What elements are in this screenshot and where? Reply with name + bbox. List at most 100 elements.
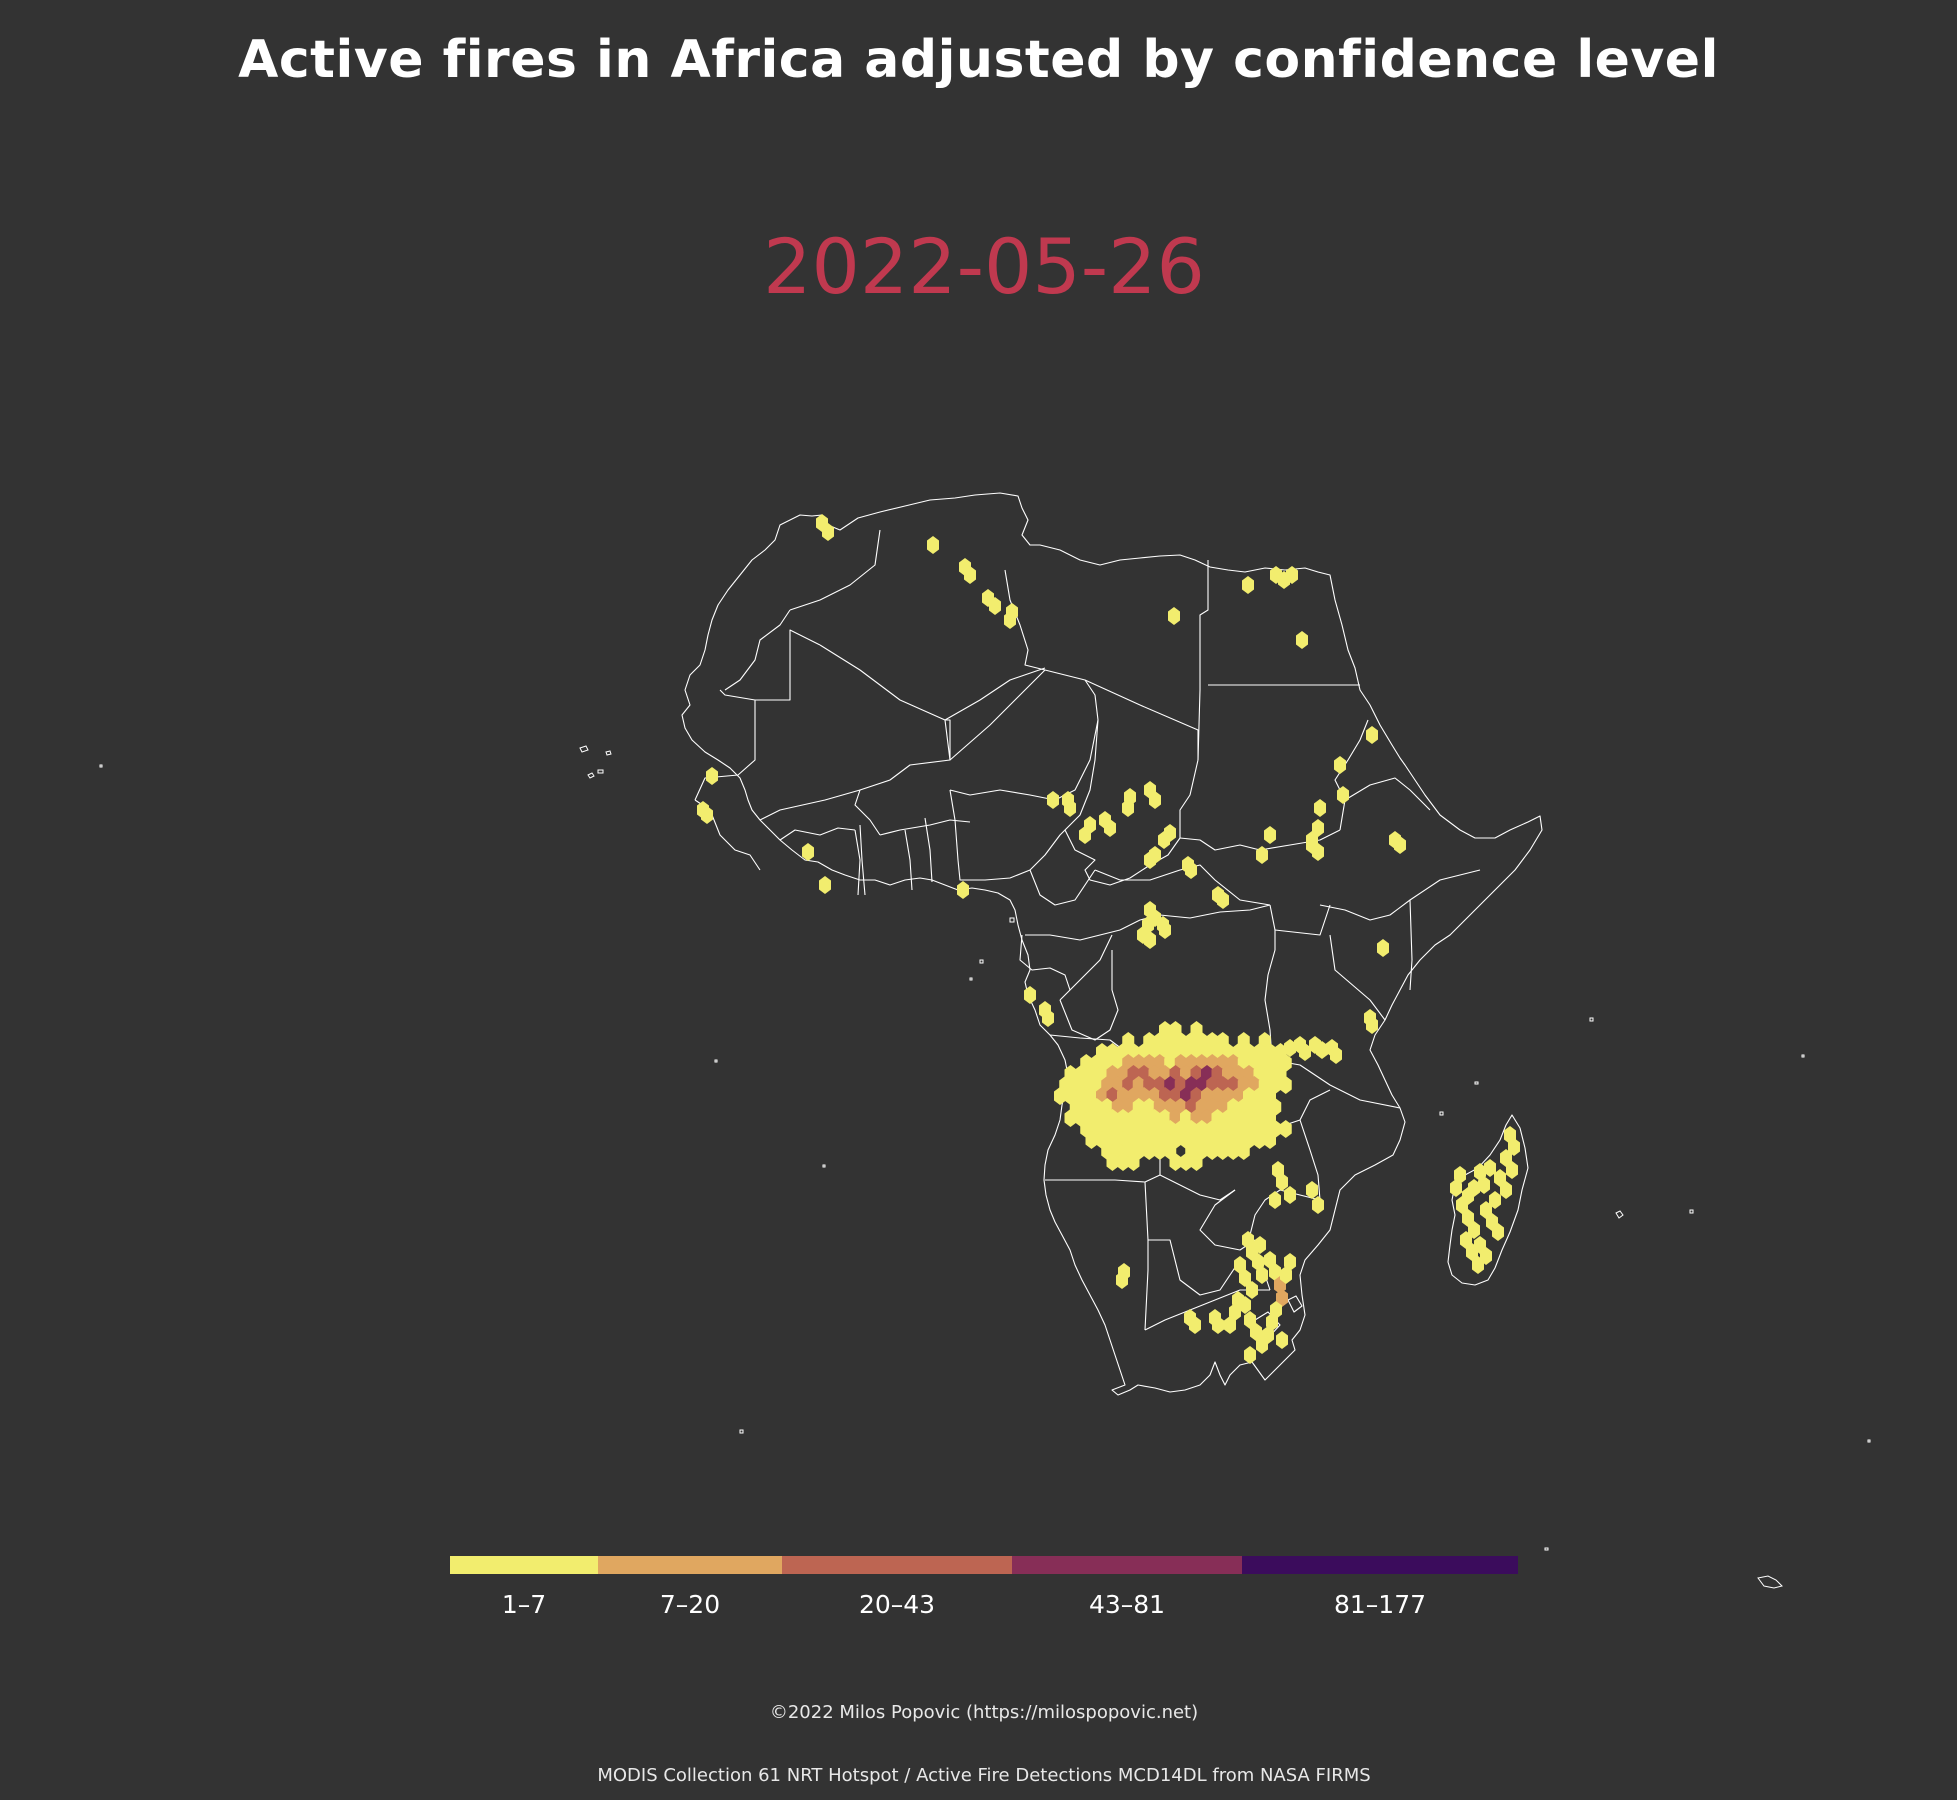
legend-swatch-2	[598, 1556, 782, 1574]
fire-cell	[1153, 1142, 1166, 1160]
fire-cell	[1334, 756, 1346, 774]
fire-cell	[1244, 1346, 1256, 1364]
fire-cell	[1284, 1039, 1296, 1057]
fire-cell	[1330, 1046, 1342, 1064]
fire-cell	[964, 566, 976, 584]
fire-cell	[1284, 1186, 1296, 1204]
fire-cell	[1276, 1331, 1288, 1349]
fire-cell	[1269, 1263, 1281, 1281]
source-credit: MODIS Collection 61 NRT Hotspot / Active…	[597, 1765, 1371, 1786]
fire-cell	[1116, 1271, 1128, 1289]
border-west-africa-3	[854, 829, 861, 896]
fire-cell	[927, 536, 939, 554]
fire-cell	[1252, 1253, 1264, 1271]
map-title: Active fires in Africa adjusted by confi…	[238, 30, 1719, 90]
fire-cell	[1212, 1316, 1224, 1334]
fire-cell	[1286, 566, 1298, 584]
fire-cell	[1264, 826, 1276, 844]
fire-cell	[1312, 819, 1324, 837]
islands	[99, 745, 1871, 1589]
fire-cell	[1159, 921, 1171, 939]
fire-cell	[1079, 826, 1091, 844]
fire-cell	[989, 597, 1001, 615]
comoros	[1439, 1081, 1479, 1116]
fire-cell	[1394, 836, 1406, 854]
fire-cell	[1472, 1256, 1484, 1274]
border-ethiopia	[1344, 777, 1431, 811]
fire-cell	[1306, 1181, 1318, 1199]
fire-cell	[1024, 986, 1036, 1004]
fire-cell	[1500, 1149, 1512, 1167]
fire-cell	[1224, 1316, 1236, 1334]
border-algeria-south	[819, 644, 1046, 721]
fire-cell	[1253, 1131, 1266, 1149]
fire-cell	[1064, 799, 1076, 817]
fire-cell	[701, 806, 713, 824]
border-libya-east	[1197, 560, 1209, 761]
border-algeria-libya	[1004, 569, 1046, 671]
fire-cell	[1234, 1256, 1246, 1274]
legend-swatch-4	[1012, 1556, 1242, 1574]
fire-cell	[1462, 1209, 1474, 1227]
fire-cell	[1229, 1303, 1241, 1321]
border-botswana	[1148, 1239, 1241, 1296]
border-south-africa	[1144, 1289, 1270, 1331]
fire-cell	[1169, 1153, 1182, 1171]
fire-cell	[1237, 1142, 1250, 1160]
fire-cell	[1149, 846, 1161, 864]
fire-cell	[1239, 1296, 1251, 1314]
fire-cell	[1312, 1196, 1324, 1214]
fire-cell	[1264, 1131, 1276, 1149]
fire-cell	[1122, 799, 1134, 817]
border-zambia-south	[1159, 1174, 1236, 1201]
fire-cell	[1117, 1153, 1129, 1171]
legend-swatch-3	[782, 1556, 1012, 1574]
fire-cell	[1480, 1201, 1492, 1219]
border-somalia	[1409, 899, 1413, 991]
border-togo	[904, 829, 913, 891]
fire-cell	[1492, 1223, 1504, 1241]
fire-cell	[1366, 726, 1378, 744]
fire-cell	[1256, 1266, 1268, 1284]
fire-cell	[1450, 1179, 1462, 1197]
kerguelen	[1757, 1575, 1783, 1589]
legend-swatch-5	[1242, 1556, 1518, 1574]
seychelles	[1589, 1017, 1805, 1058]
fire-cell	[1494, 1169, 1506, 1187]
fire-cell	[1064, 1109, 1077, 1127]
border-libya-chad	[1084, 679, 1199, 760]
border-zimbabwe	[1199, 1189, 1256, 1251]
fire-cell	[1314, 799, 1326, 817]
fire-cell	[1149, 791, 1161, 809]
author-credit: ©2022 Milos Popovic (https://milospopovi…	[769, 1702, 1199, 1723]
fire-cell	[1460, 1231, 1472, 1249]
fire-cell	[1256, 1336, 1268, 1354]
canary-islands	[579, 745, 612, 779]
fire-cell	[1299, 1043, 1311, 1061]
fire-cell	[1279, 1076, 1292, 1094]
tristan	[739, 1429, 744, 1434]
fire-cell	[1127, 1153, 1140, 1171]
fire-cell	[1276, 1173, 1288, 1191]
border-chad	[1064, 719, 1199, 886]
bioko	[1009, 917, 1015, 923]
ascension	[714, 1059, 718, 1063]
border-car	[1094, 864, 1271, 906]
border-malawi	[1299, 1119, 1321, 1201]
fire-cell	[1269, 1191, 1281, 1209]
border-eswatini	[1287, 1295, 1303, 1313]
fire-cell	[1500, 1181, 1512, 1199]
border-kenya	[1329, 934, 1386, 1021]
fire-cell	[819, 876, 831, 894]
fire-cell	[1276, 1289, 1288, 1307]
border-drc-west	[1059, 950, 1119, 1041]
fire-cell	[1246, 1281, 1258, 1299]
fire-cell	[1004, 611, 1016, 629]
border-sudan-ethiopia	[1334, 719, 1369, 831]
fire-cell	[1144, 931, 1156, 949]
fire-cell	[1180, 1153, 1192, 1171]
fire-cell	[1185, 861, 1197, 879]
fire-cell	[1189, 1316, 1201, 1334]
border-mauritania	[694, 689, 756, 801]
